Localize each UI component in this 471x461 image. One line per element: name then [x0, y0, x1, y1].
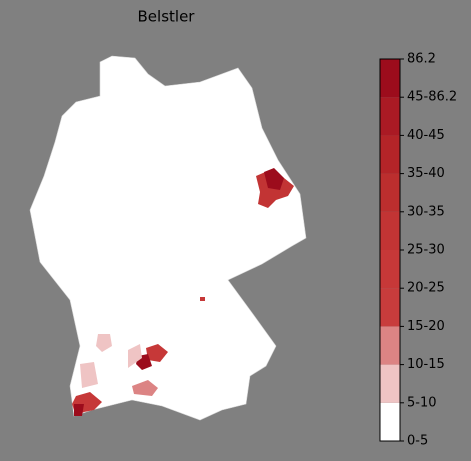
colorbar-band — [380, 326, 400, 365]
colorbar-label: 86.2 — [407, 52, 436, 67]
colorbar-label: 25-30 — [407, 243, 445, 258]
region-highlight — [264, 168, 284, 190]
region-highlight — [80, 362, 98, 388]
region-highlight — [132, 380, 158, 396]
colorbar-label: 10-15 — [407, 357, 445, 372]
colorbar: 0-5 5-10 10-15 15-20 20-25 25-30 30-35 35-40 40-… — [379, 52, 457, 449]
colorbar-band — [380, 59, 400, 98]
germany-map — [29, 55, 307, 421]
region-highlight — [200, 297, 205, 301]
region-highlight — [128, 344, 142, 368]
colorbar-label: 40-45 — [407, 128, 445, 143]
colorbar-label: 20-25 — [407, 281, 445, 296]
colorbar-band — [380, 211, 400, 250]
colorbar-band — [380, 250, 400, 289]
map-title: Belstler — [138, 8, 196, 26]
region-highlight — [74, 404, 84, 416]
colorbar-label: 35-40 — [407, 166, 445, 181]
colorbar-label: 30-35 — [407, 204, 445, 219]
colorbar-band — [380, 97, 400, 136]
colorbar-band — [380, 173, 400, 212]
colorbar-label: 5-10 — [407, 395, 437, 410]
region-highlight — [96, 334, 112, 352]
colorbar-label: 15-20 — [407, 319, 445, 334]
region-highlight — [146, 344, 168, 362]
colorbar-band — [380, 135, 400, 174]
region-outline — [29, 55, 307, 421]
colorbar-band — [380, 288, 400, 327]
colorbar-band — [380, 364, 400, 403]
colorbar-band — [380, 402, 400, 441]
colorbar-label: 0-5 — [407, 434, 428, 449]
colorbar-label: 45-86.2 — [407, 90, 457, 105]
